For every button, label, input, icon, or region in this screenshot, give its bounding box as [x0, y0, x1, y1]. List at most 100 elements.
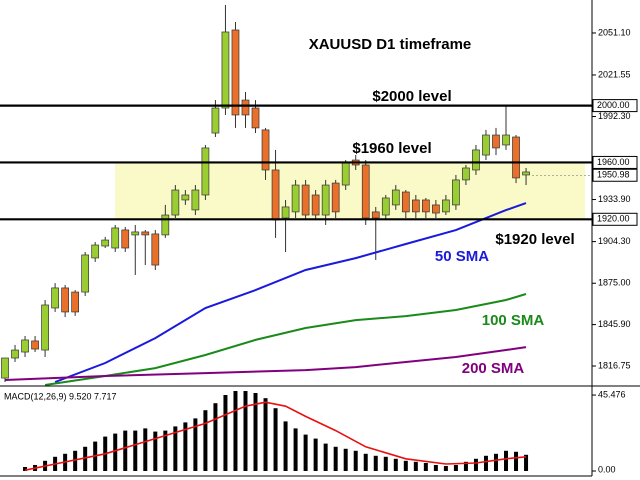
y-tick-label: 1875.00	[598, 278, 631, 288]
histogram-bar	[283, 421, 288, 471]
candle-body	[191, 189, 200, 211]
candle-body	[241, 99, 250, 116]
y-tick-label: 1845.90	[598, 319, 631, 329]
annotation: $1960 level	[352, 140, 431, 157]
histogram-bar	[153, 431, 158, 471]
candle-body	[381, 197, 390, 216]
candle-body	[211, 107, 220, 134]
candle-body	[31, 340, 39, 350]
candle-body	[391, 189, 400, 206]
histogram-bar	[383, 456, 388, 471]
histogram-bar	[493, 453, 498, 471]
price-label-box	[592, 155, 638, 169]
y-tick-label: 0.00	[598, 464, 616, 474]
histogram-bar	[123, 430, 128, 471]
candle-body	[472, 149, 480, 171]
y-tick-label: 45.476	[598, 389, 626, 399]
candle-body	[171, 189, 180, 216]
candle-body	[181, 194, 190, 201]
price-label: 1950.98	[597, 170, 630, 180]
histogram-bar	[213, 403, 218, 471]
histogram-bar	[183, 422, 188, 471]
candle-body	[221, 31, 230, 109]
price-label: 1960.00	[597, 157, 630, 167]
y-tick-label: 2021.55	[598, 69, 631, 79]
histogram-bar	[504, 450, 509, 471]
candle-body	[261, 129, 270, 171]
candle-body	[11, 349, 19, 359]
candle-body	[301, 184, 310, 216]
histogram-bar	[413, 461, 418, 471]
candle-body	[291, 184, 300, 213]
price-label-box	[592, 168, 638, 182]
histogram-bar	[163, 430, 168, 471]
histogram-bar	[514, 451, 519, 471]
histogram-bar	[83, 446, 88, 471]
candle-body	[281, 206, 290, 219]
histogram-bar	[423, 462, 428, 471]
histogram-bar	[403, 460, 408, 471]
chart-title: XAUUSD D1 timeframe	[309, 36, 472, 53]
candle-body	[121, 229, 130, 249]
histogram-bar	[243, 391, 248, 471]
candle-body	[81, 254, 90, 293]
candle-body	[502, 134, 510, 146]
histogram-bar	[303, 434, 308, 471]
price-label: 1920.00	[597, 214, 630, 224]
price-label-box	[592, 212, 638, 226]
histogram-bar	[323, 443, 328, 471]
candle-body	[231, 29, 240, 116]
candle-body	[251, 107, 260, 129]
candle-body	[432, 204, 440, 214]
histogram-bar	[113, 433, 118, 471]
y-tick-label: 2051.10	[598, 27, 631, 37]
histogram-bar	[263, 398, 268, 471]
histogram-bar	[253, 393, 258, 471]
histogram-bar	[233, 391, 238, 471]
histogram-bar	[373, 455, 378, 471]
candle-body	[101, 239, 110, 247]
candle-body	[41, 304, 49, 351]
signal-line	[24, 401, 527, 471]
candle-body	[201, 147, 210, 196]
histogram-bar	[293, 428, 298, 471]
histogram-bar	[353, 450, 358, 471]
candle-body	[512, 136, 520, 179]
y-tick-label: 1904.30	[598, 236, 631, 246]
legend-label: 100 SMA	[482, 312, 545, 329]
y-tick-label: 1933.90	[598, 194, 631, 204]
candle-body	[91, 244, 100, 259]
sma-line	[54, 202, 527, 383]
candle-body	[1, 357, 9, 379]
y-tick-label: 1816.75	[598, 360, 631, 370]
histogram-bar	[333, 446, 338, 471]
candle-body	[111, 227, 120, 249]
candle-body	[161, 214, 170, 236]
candle-body	[331, 182, 340, 213]
candle-body	[271, 169, 280, 221]
sma-line	[44, 293, 527, 386]
annotation: $2000 level	[372, 88, 451, 105]
price-label: 2000.00	[597, 100, 630, 110]
histogram-bar	[23, 466, 28, 471]
histogram-bar	[223, 395, 228, 471]
histogram-bar	[203, 410, 208, 471]
histogram-bar	[433, 464, 438, 471]
histogram-bar	[463, 461, 468, 471]
candle-body	[311, 194, 320, 216]
candle-body	[462, 167, 470, 181]
candle-body	[361, 164, 370, 219]
candle-body	[371, 211, 380, 219]
candle-body	[341, 162, 350, 186]
candle-body	[131, 231, 140, 236]
candle-body	[492, 134, 500, 149]
candle-body	[401, 191, 410, 213]
candle-body	[21, 339, 29, 353]
macd-title: MACD(12,26,9) 9.520 7.717	[4, 391, 117, 401]
legend-label: 200 SMA	[462, 360, 525, 377]
candle-body	[411, 199, 420, 213]
histogram-bar	[313, 438, 318, 471]
y-tick-label: 1992.30	[598, 111, 631, 121]
histogram-bar	[524, 454, 529, 471]
candle-body	[482, 134, 490, 156]
